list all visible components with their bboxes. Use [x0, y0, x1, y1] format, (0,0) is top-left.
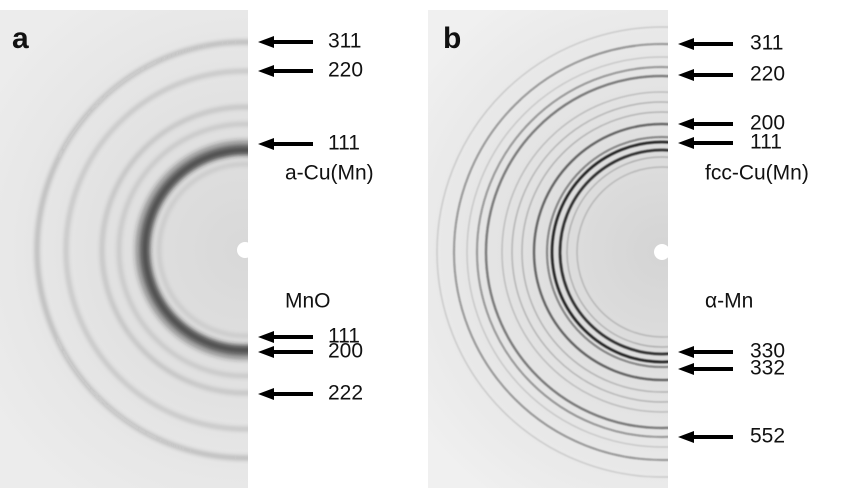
arrow-head: [678, 118, 694, 130]
arrow-head: [678, 69, 694, 81]
arrow-head: [258, 36, 274, 48]
peak-label: 200: [328, 340, 363, 363]
phase-label: MnO: [285, 290, 331, 313]
peak-label: 311: [328, 30, 361, 53]
panel-label: a: [12, 22, 29, 55]
arrow-head: [258, 331, 274, 343]
phase-label: fcc-Cu(Mn): [705, 162, 809, 185]
peak-label: 220: [328, 59, 363, 82]
peak-label: 552: [750, 425, 785, 448]
diffraction-pattern-b: [428, 10, 857, 488]
peak-label: 220: [750, 63, 785, 86]
peak-label: 311: [750, 32, 783, 55]
peak-label: 332: [750, 357, 785, 380]
arrow-head: [258, 65, 274, 77]
arrow-head: [678, 431, 694, 443]
peak-label: 111: [750, 131, 782, 154]
diffraction-pattern-a: [0, 10, 453, 488]
arrow-head: [258, 388, 274, 400]
phase-label: α-Mn: [705, 290, 753, 313]
arrow-head: [678, 346, 694, 358]
arrow-head: [678, 363, 694, 375]
arrow-head: [258, 346, 274, 358]
figure: a b a-Cu(Mn) 311 220 111 MnO 111 200 222 fcc-Cu(…: [0, 0, 857, 488]
arrow-head: [678, 38, 694, 50]
phase-label: a-Cu(Mn): [285, 162, 374, 185]
arrow-head: [258, 138, 274, 150]
arrow-head: [678, 137, 694, 149]
peak-label: 111: [328, 132, 360, 155]
peak-label: 222: [328, 382, 363, 405]
panel-label: b: [443, 22, 461, 55]
